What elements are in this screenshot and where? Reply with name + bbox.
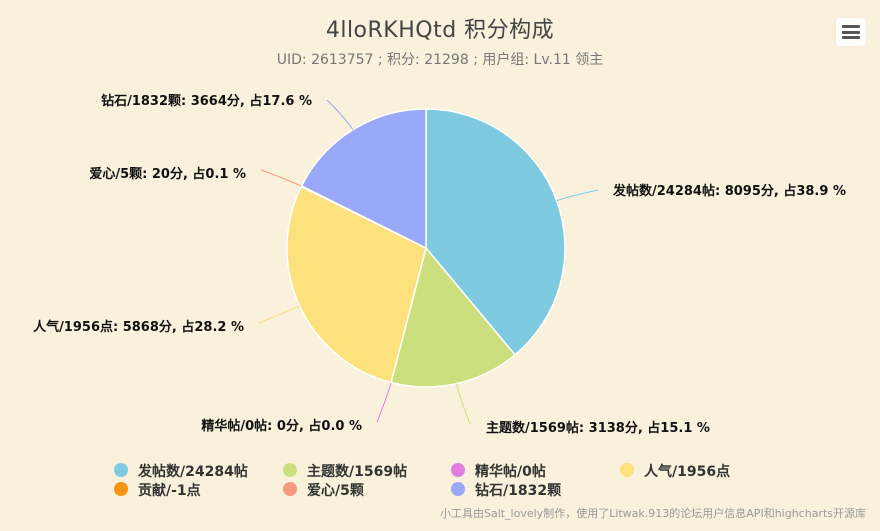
legend-item[interactable]: 爱心/5颗 bbox=[307, 483, 364, 499]
connector-line bbox=[376, 382, 392, 423]
connector-line bbox=[260, 169, 302, 187]
legend-item[interactable]: 贡献/-1点 bbox=[138, 482, 201, 499]
data-label: 精华帖/0帖: 0分, 占0.0 % bbox=[201, 418, 362, 434]
chart-subtitle: UID: 2613757 ; 积分: 21298 ; 用户组: Lv.11 领主 bbox=[276, 52, 604, 68]
legend-swatch[interactable] bbox=[114, 463, 128, 477]
data-label: 发帖数/24284帖: 8095分, 占38.9 % bbox=[612, 183, 846, 199]
legend-item[interactable]: 精华帖/0帖 bbox=[475, 463, 546, 480]
legend-swatch[interactable] bbox=[283, 482, 297, 496]
data-label: 爱心/5颗: 20分, 占0.1 % bbox=[89, 166, 246, 182]
legend-item[interactable]: 人气/1956点 bbox=[644, 463, 730, 480]
menu-icon[interactable] bbox=[836, 18, 866, 46]
legend-swatch[interactable] bbox=[451, 482, 465, 496]
connector-line bbox=[258, 305, 300, 324]
pie-slice[interactable] bbox=[390, 246, 517, 388]
legend-item[interactable]: 主题数/1569帖 bbox=[307, 463, 407, 480]
data-label: 人气/1956点: 5868分, 占28.2 % bbox=[33, 319, 244, 335]
chart-title: 4lloRKHQtd 积分构成 bbox=[325, 18, 555, 43]
pie-slice[interactable] bbox=[425, 108, 566, 356]
credit-text: 小工具由Salt_lovely制作，使用了Litwak.913的论坛用户信息AP… bbox=[439, 507, 866, 520]
legend-swatch[interactable] bbox=[620, 463, 634, 477]
data-label: 钻石/1832颗: 3664分, 占17.6 % bbox=[101, 93, 312, 109]
data-label: 主题数/1569帖: 3138分, 占15.1 % bbox=[486, 420, 710, 436]
connector-line bbox=[455, 383, 471, 425]
legend-swatch[interactable] bbox=[114, 482, 128, 496]
legend-swatch[interactable] bbox=[283, 463, 297, 477]
legend-item[interactable]: 发帖数/24284帖 bbox=[137, 463, 248, 480]
connector-line bbox=[326, 99, 354, 131]
connector-line bbox=[556, 189, 599, 202]
legend-swatch[interactable] bbox=[451, 463, 465, 477]
pie-slice[interactable] bbox=[286, 185, 427, 384]
legend-item[interactable]: 钻石/1832颗 bbox=[475, 482, 561, 499]
